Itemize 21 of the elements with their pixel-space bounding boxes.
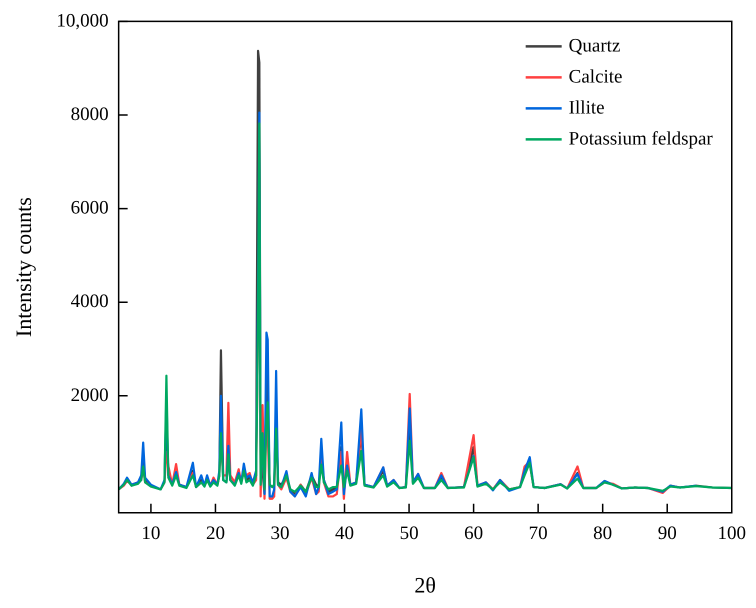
x-tick-label: 100 (718, 523, 746, 544)
y-tick-label: 4000 (70, 291, 109, 312)
legend-label: Illite (568, 97, 605, 118)
x-tick-label: 40 (335, 523, 354, 544)
x-tick-label: 10 (141, 523, 160, 544)
y-tick-label: 2000 (70, 384, 109, 406)
legend-label: Calcite (568, 66, 622, 88)
x-tick-label: 50 (400, 523, 419, 544)
x-tick-label: 70 (528, 523, 548, 544)
legend-label: Quartz (568, 35, 620, 56)
legend-label: Potassium feldspar (568, 128, 714, 150)
y-tick-label: 8000 (70, 104, 109, 125)
x-tick-label: 20 (206, 523, 225, 544)
x-axis-title: 2θ (414, 572, 436, 598)
x-tick-label: 60 (464, 523, 484, 544)
x-tick-label: 80 (593, 523, 612, 544)
x-tick-label: 30 (270, 523, 290, 544)
x-tick-label: 90 (658, 523, 677, 544)
y-tick-label: 6000 (70, 198, 109, 219)
y-axis-title: Intensity counts (10, 197, 36, 338)
y-tick-label: 10,000 (56, 10, 109, 32)
